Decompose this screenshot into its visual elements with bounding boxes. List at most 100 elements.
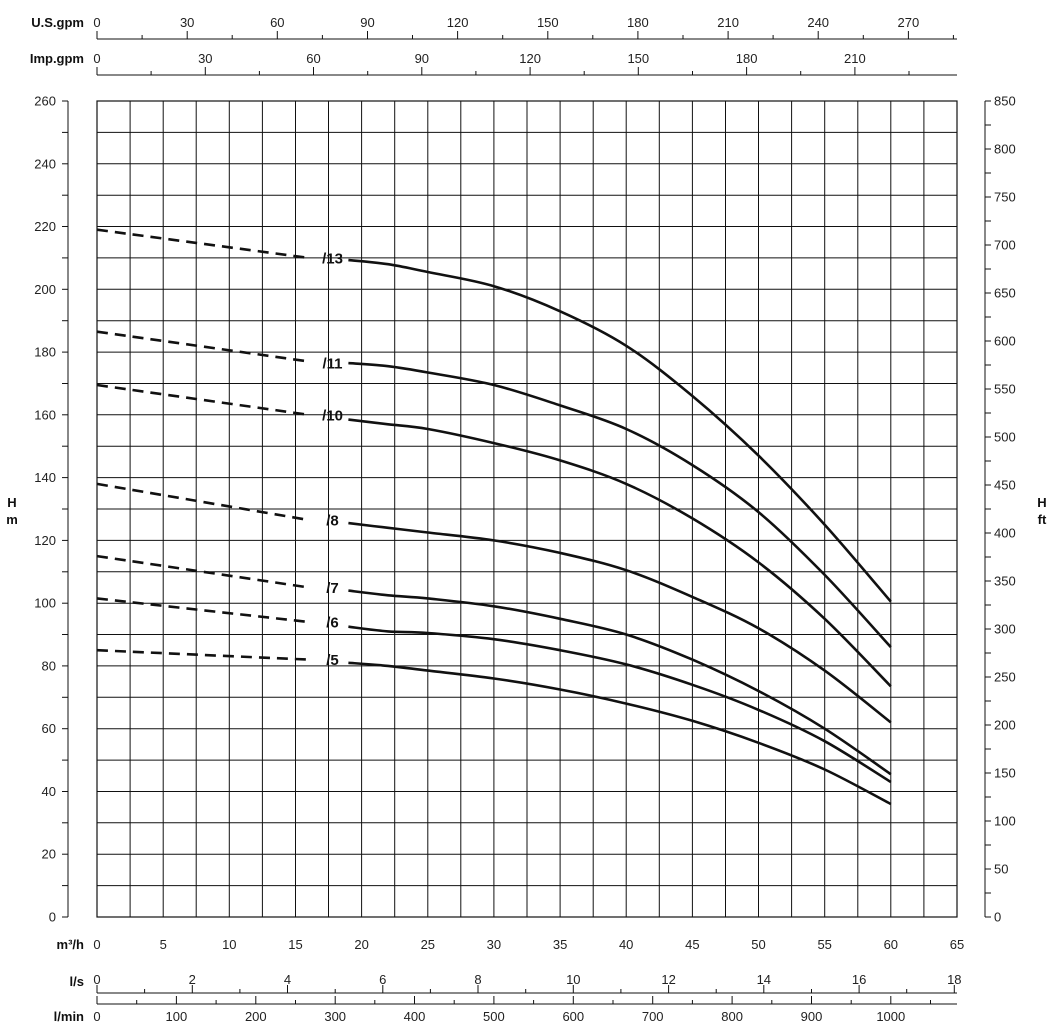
- left-axis-tick-label: 200: [34, 282, 56, 297]
- top-axis-tick-label: 60: [270, 15, 284, 30]
- right-axis-tick-label: 650: [994, 286, 1016, 301]
- x-axis-tick-label: 40: [619, 937, 633, 952]
- right-axis-tick-label: 150: [994, 766, 1016, 781]
- series-line: [348, 625, 892, 784]
- right-axis-tick-label: 700: [994, 238, 1016, 253]
- left-axis-tick-label: 40: [42, 784, 56, 799]
- right-axis-tick-label: 350: [994, 574, 1016, 589]
- top-axis-tick-label: 30: [198, 51, 212, 66]
- series-line: [348, 521, 892, 724]
- ls-axis-tick-label: 0: [93, 972, 100, 987]
- series-dashed-line: [96, 383, 309, 417]
- right-axis-tick-label: 0: [994, 910, 1001, 925]
- left-axis-tick-label: 240: [34, 156, 56, 171]
- lmin-axis-tick-label: 300: [324, 1009, 346, 1024]
- right-axis-tick-label: 850: [994, 94, 1016, 109]
- ls-axis-tick-label: 6: [379, 972, 386, 987]
- right-y-axis: 0 50 100 150 200 250 300 350 400 450 500 550 600 650 7…: [984, 94, 1016, 925]
- bottom-axes: 0 5 10 15 20 25 30 35 40 45 50 55 60 65 0 2 4 6 8 10 12 14 16 1…: [93, 937, 964, 1024]
- x-axis-tick-label: 10: [222, 937, 236, 952]
- series-dashed-line: [96, 482, 309, 522]
- left-axis-tick-label: 100: [34, 596, 56, 611]
- ls-axis-tick-label: 4: [284, 972, 291, 987]
- right-axis-tick-label: 750: [994, 190, 1016, 205]
- top-axis-tick-label: 210: [717, 15, 739, 30]
- top-axis-tick-label: 150: [537, 15, 559, 30]
- ls-axis-tick-label: 12: [661, 972, 675, 987]
- series-8: /8: [96, 482, 892, 724]
- top-axis-tick-label: 120: [519, 51, 541, 66]
- top-axis-tick-label: 120: [447, 15, 469, 30]
- series-label: /11: [322, 356, 342, 373]
- x-axis-tick-label: 50: [751, 937, 765, 952]
- series-line: [348, 361, 892, 648]
- lmin-axis-tick-label: 500: [483, 1009, 505, 1024]
- x-axis-tick-label: 45: [685, 937, 699, 952]
- x-axis-tick-label: 55: [817, 937, 831, 952]
- left-axis-tick-label: 160: [34, 407, 56, 422]
- top-axis-2-label: Imp.gpm: [30, 51, 84, 66]
- series-label: /7: [326, 580, 339, 597]
- ls-axis-tick-label: 16: [852, 972, 866, 987]
- left-axis-tick-label: 220: [34, 219, 56, 234]
- lmin-axis-tick-label: 900: [801, 1009, 823, 1024]
- left-axis-tick-label: 20: [42, 847, 56, 862]
- top-axis-tick-label: 240: [807, 15, 829, 30]
- series-line: [348, 258, 892, 603]
- x-axis-label: m³/h: [57, 937, 85, 952]
- top-axis-tick-label: 150: [627, 51, 649, 66]
- y-right-axis-label-h: H: [1037, 495, 1046, 510]
- x-axis-tick-label: 35: [553, 937, 567, 952]
- left-axis-tick-label: 0: [49, 910, 56, 925]
- series-5: /5: [96, 648, 892, 806]
- left-axis-tick-label: 120: [34, 533, 56, 548]
- right-axis-tick-label: 200: [994, 718, 1016, 733]
- left-axis-tick-label: 80: [42, 658, 56, 673]
- ls-axis-tick-label: 10: [566, 972, 580, 987]
- series-label: /10: [322, 407, 343, 424]
- left-axis-tick-label: 260: [34, 94, 56, 109]
- x-axis-tick-label: 5: [160, 937, 167, 952]
- grid: [96, 100, 958, 918]
- lmin-axis-tick-label: 0: [93, 1009, 100, 1024]
- lmin-axis-tick-label: 100: [166, 1009, 188, 1024]
- x-axis-tick-label: 60: [884, 937, 898, 952]
- series-line: [348, 418, 892, 688]
- ls-axis-tick-label: 2: [189, 972, 196, 987]
- series-label: /8: [326, 513, 339, 530]
- top-axis-tick-label: 60: [306, 51, 320, 66]
- left-axis-tick-label: 60: [42, 721, 56, 736]
- bottom-axis-2-label: l/min: [54, 1009, 84, 1024]
- left-y-axis: 0 20 40 60 80 100 120 140 160 180 200 220 240 260: [34, 94, 69, 925]
- top-axis-tick-label: 0: [93, 15, 100, 30]
- y-axis-label-h: H: [7, 495, 16, 510]
- series-label: /5: [326, 652, 339, 669]
- series-label: /13: [322, 250, 343, 267]
- x-axis-tick-label: 30: [487, 937, 501, 952]
- series-11: /11: [96, 330, 892, 648]
- x-axis-tick-label: 15: [288, 937, 302, 952]
- x-axis-tick-label: 65: [950, 937, 964, 952]
- top-axes: 0 30 60 90 120 150 180 210 240 270 0 30 60 90 120 150 18…: [93, 15, 957, 76]
- top-axis-tick-label: 180: [736, 51, 758, 66]
- top-axis-tick-label: 0: [93, 51, 100, 66]
- series-6: /6: [96, 597, 892, 784]
- pump-curves: /13/11/10/8/7/6/5: [96, 228, 892, 806]
- lmin-axis-tick-label: 1000: [876, 1009, 905, 1024]
- top-axis-tick-label: 180: [627, 15, 649, 30]
- series-dashed-line: [96, 228, 309, 260]
- right-axis-tick-label: 800: [994, 142, 1016, 157]
- ls-axis-tick-label: 14: [757, 972, 771, 987]
- right-axis-tick-label: 550: [994, 382, 1016, 397]
- lmin-axis-tick-label: 700: [642, 1009, 664, 1024]
- right-axis-tick-label: 50: [994, 862, 1008, 877]
- series-line: [348, 589, 892, 776]
- left-axis-tick-label: 140: [34, 470, 56, 485]
- right-axis-tick-label: 400: [994, 526, 1016, 541]
- series-dashed-line: [96, 648, 309, 661]
- top-axis-tick-label: 90: [415, 51, 429, 66]
- series-label: /6: [326, 615, 339, 632]
- lmin-axis-tick-label: 600: [562, 1009, 584, 1024]
- ls-axis-tick-label: 8: [474, 972, 481, 987]
